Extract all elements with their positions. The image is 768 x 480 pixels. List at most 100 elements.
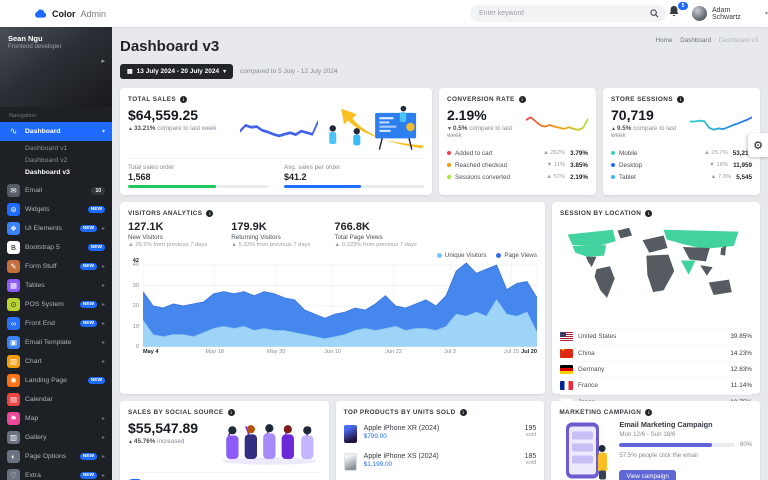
new-badge: NEW xyxy=(79,472,97,479)
main-content: Home / Dashboard / Dashboard v3 Dashboard … xyxy=(112,27,768,480)
sidebar-item-calendar[interactable]: ▤ Calendar xyxy=(0,390,112,409)
chevron-down-icon: ▾ xyxy=(764,11,768,17)
sidebar-item-widgets[interactable]: ⊚ Widgets NEW xyxy=(0,200,112,219)
product-price[interactable]: $799.00 xyxy=(363,433,387,440)
search-icon[interactable] xyxy=(650,9,659,18)
sidebar-item-label: Calendar xyxy=(25,396,53,403)
sidebar-item-email[interactable]: ✉ Email 10 xyxy=(0,181,112,200)
change-suffix: increased xyxy=(157,438,185,445)
change-value: 45.76% xyxy=(133,438,156,445)
product-thumbnail xyxy=(343,453,357,471)
sidebar-item-pos-system[interactable]: ⊙ POS System NEW ▸ xyxy=(0,295,112,314)
sidebar-item-chart[interactable]: ▥ Chart ▸ xyxy=(0,352,112,371)
flag-fr-icon xyxy=(560,381,573,391)
bell-icon xyxy=(669,6,679,17)
info-icon[interactable]: i xyxy=(459,409,467,416)
profile-role: Frontend developer xyxy=(8,43,62,50)
info-icon[interactable]: i xyxy=(206,210,214,217)
sidebar-item-dashboard-v1[interactable]: Dashboard v1 xyxy=(25,144,68,152)
session-by-location-card: SESSION BY LOCATION i United States 39.85… xyxy=(552,202,760,407)
country-row: Germany 12.83% xyxy=(560,360,752,377)
sidebar-item-label: Bootstrap 5 xyxy=(25,244,60,251)
sidebar-item-map[interactable]: ⚑ Map ▸ xyxy=(0,409,112,428)
x-axis-tick: Jul 20 xyxy=(521,349,537,355)
country-name: France xyxy=(578,382,598,390)
sidebar-item-page-options[interactable]: ◐ Page Options NEW ▸ xyxy=(0,447,112,466)
date-range-picker[interactable]: ▦ 13 July 2024 - 20 July 2024 ▾ xyxy=(120,64,234,79)
product-units: 195 sold xyxy=(524,425,537,438)
breadcrumb-home[interactable]: Home xyxy=(655,37,673,44)
breadcrumb-separator: / xyxy=(714,37,716,44)
new-badge: NEW xyxy=(79,453,97,460)
sidebar-item-email-template[interactable]: ▣ Email Template ▸ xyxy=(0,333,112,352)
user-menu[interactable]: Adam Schwartz ▾ xyxy=(692,6,768,21)
sales-by-social-source-card: SALES BY SOCIAL SOURCE i $55,547.89 ▲45.… xyxy=(120,401,329,480)
breadcrumb-dashboard[interactable]: Dashboard xyxy=(680,37,712,44)
new-badge: NEW xyxy=(87,377,105,384)
sidebar-item-front-end[interactable]: ∞ Front End NEW ▸ xyxy=(0,314,112,333)
sessions-sparkline xyxy=(690,116,752,131)
page-title: Dashboard v3 xyxy=(120,38,220,55)
pos-system-icon: ⊙ xyxy=(7,298,20,311)
country-row: United States 39.85% xyxy=(560,328,752,344)
visitors-area-chart: 42 40 30 20 10 0 May 4 May 18 May 30 Jun 10 Jun 2… xyxy=(128,258,537,358)
stat-change: ▲ 5.33% from previous 7 days xyxy=(231,242,311,248)
sidebar-item-tables[interactable]: ▦ Tables ▸ xyxy=(0,276,112,295)
info-icon[interactable]: i xyxy=(645,409,653,416)
search-input[interactable] xyxy=(477,9,646,18)
sidebar-item-ui-elements[interactable]: ❖ UI Elements NEW ▸ xyxy=(0,219,112,238)
email-template-icon: ▣ xyxy=(7,336,20,349)
sidebar-item-extra[interactable]: ♡ Extra NEW ▸ xyxy=(0,466,112,480)
new-badge: NEW xyxy=(79,320,97,327)
metric-change: ▲ 25.7% xyxy=(703,150,728,157)
chevron-down-icon: ▾ xyxy=(223,69,227,75)
new-badge: NEW xyxy=(79,301,97,308)
new-badge: NEW xyxy=(79,225,97,232)
view-campaign-button[interactable]: View campaign xyxy=(619,470,676,480)
notifications-button[interactable]: 5 xyxy=(668,2,688,21)
sidebar-item-label: Email xyxy=(25,187,42,194)
info-icon[interactable]: i xyxy=(518,96,526,103)
theme-settings-button[interactable]: ⚙ xyxy=(748,133,768,157)
breadcrumb-separator: / xyxy=(675,37,678,44)
sidebar-item-landing-page[interactable]: ✺ Landing Page NEW xyxy=(0,371,112,390)
sidebar-item-gallery[interactable]: ▨ Gallery ▸ xyxy=(0,428,112,447)
chevron-right-icon: ▸ xyxy=(101,340,105,346)
country-row: China 14.23% xyxy=(560,344,752,360)
conversion-row: Reached checkout ▼ 11% 3.85% xyxy=(447,159,588,171)
sidebar-item-form-stuff[interactable]: ✎ Form Stuff NEW ▸ xyxy=(0,257,112,276)
chevron-right-icon: ▸ xyxy=(101,226,105,232)
sidebar-item-dashboard-v2[interactable]: Dashboard v2 xyxy=(25,156,68,164)
stat-change: ▲ 25.5% from previous 7 days xyxy=(128,242,208,248)
page-options-icon: ◐ xyxy=(7,450,20,463)
chart-icon: ▥ xyxy=(7,355,20,368)
product-thumbnail xyxy=(343,425,357,443)
sidebar-profile[interactable]: Sean Ngu Frontend developer ▸ xyxy=(0,27,112,107)
nav-section-label: Navigation xyxy=(9,113,37,119)
sales-metric: Total sales order 1,568 xyxy=(128,164,268,189)
cloud-logo-icon xyxy=(35,9,47,18)
sidebar-item-label: Chart xyxy=(25,358,42,365)
stat-value: 179.9K xyxy=(231,221,267,233)
user-name: Adam Schwartz xyxy=(712,6,741,21)
sidebar-item-dashboard-v3[interactable]: Dashboard v3 xyxy=(25,168,70,176)
stat-label: Returning Visitors xyxy=(231,234,281,241)
x-axis-tick: May 30 xyxy=(267,349,286,355)
info-icon[interactable]: i xyxy=(180,96,188,103)
session-row: Desktop ▼ 16% 11,959 xyxy=(611,159,752,171)
illustration xyxy=(222,424,317,465)
info-icon[interactable]: i xyxy=(645,210,653,217)
info-icon[interactable]: i xyxy=(227,409,235,416)
product-price[interactable]: $1,199.00 xyxy=(363,461,393,468)
sidebar-item-bootstrap-5[interactable]: B Bootstrap 5 NEW xyxy=(0,238,112,257)
info-icon[interactable]: i xyxy=(676,96,684,103)
top-products-card: TOP PRODUCTS BY UNITS SOLD i Apple iPhon… xyxy=(335,401,545,480)
email-icon: ✉ xyxy=(7,184,20,197)
campaign-note: 57.5% people click the email xyxy=(619,452,698,459)
form-stuff-icon: ✎ xyxy=(7,260,20,273)
brand-light: Admin xyxy=(80,8,107,19)
legend-dot xyxy=(611,175,615,180)
sidebar-item-dashboard[interactable]: ∿ Dashboard ▾ xyxy=(0,122,112,141)
search-box[interactable] xyxy=(470,5,666,22)
app-logo[interactable]: Color Admin xyxy=(34,9,106,19)
